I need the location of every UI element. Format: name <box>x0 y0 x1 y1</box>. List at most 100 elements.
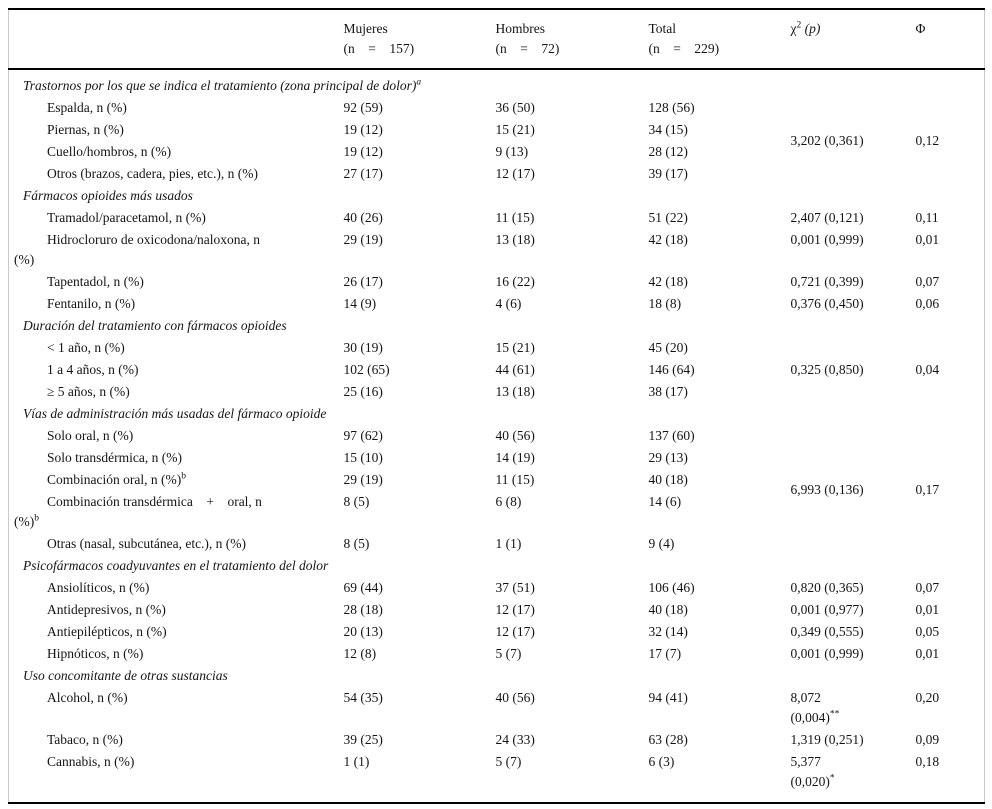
cell-mujeres: 54 (35) <box>343 690 383 705</box>
cell-mujeres: 19 (12) <box>343 144 383 159</box>
cell-chi-squared: 5,377 (0,020)* <box>791 751 916 803</box>
header-col-phi: Φ <box>915 9 985 70</box>
header-col-label: Mujeres <box>343 21 388 36</box>
cell-total: 29 (13) <box>648 450 688 465</box>
cell-mujeres: 92 (59) <box>343 100 383 115</box>
cell-mujeres: 8 (5) <box>343 494 370 509</box>
row-label: Fentanilo, n (%) <box>47 296 136 311</box>
section-title: Vías de administración más usadas del fá… <box>23 406 327 421</box>
cell-total: 28 (12) <box>648 144 688 159</box>
cell-hombres: 40 (56) <box>495 428 535 443</box>
cell-hombres: 5 (7) <box>495 754 522 769</box>
cell-phi: 0,12 <box>915 133 940 148</box>
table-row: Combinación oral, n (%)b 29 (19) 11 (15) 40… <box>9 469 985 491</box>
row-label: Cannabis, n (%) <box>47 754 135 769</box>
cell-total: 6 (3) <box>648 754 675 769</box>
cell-total: 32 (14) <box>648 624 688 639</box>
cell-phi: 0,01 <box>915 602 940 617</box>
cell-mujeres: 1 (1) <box>343 754 370 769</box>
cell-mujeres: 29 (19) <box>343 472 383 487</box>
header-col-chi-squared: χ2 (p) <box>790 9 916 70</box>
section-title-superscript: a <box>416 77 422 88</box>
table-row: Tramadol/paracetamol, n (%) 40 (26) 11 (15… <box>9 207 985 229</box>
table-row: Combinación transdérmica + oral, n (%)b 8 … <box>9 491 985 533</box>
cell-phi: 0,20 <box>915 690 940 705</box>
row-label: Otras (nasal, subcutánea, etc.), n (%) <box>47 536 247 551</box>
cell-hombres: 12 (17) <box>495 624 535 639</box>
cell-mujeres: 26 (17) <box>343 274 383 289</box>
cell-total: 18 (8) <box>648 296 682 311</box>
cell-total: 106 (46) <box>648 580 695 595</box>
section-row: Fármacos opioides más usados <box>9 185 985 207</box>
cell-total: 14 (6) <box>648 494 682 509</box>
cell-hombres: 13 (18) <box>495 384 535 399</box>
row-label: Antidepresivos, n (%) <box>47 602 166 617</box>
cell-total: 39 (17) <box>648 166 688 181</box>
row-label: Espalda, n (%) <box>47 100 127 115</box>
table-row: Solo transdérmica, n (%) 15 (10) 14 (19) 29… <box>9 447 985 469</box>
cell-hombres: 40 (56) <box>495 690 535 705</box>
cell-mujeres: 8 (5) <box>343 536 370 551</box>
table-row: Antiepilépticos, n (%) 20 (13) 12 (17) 32 (… <box>9 621 985 643</box>
cell-total: 51 (22) <box>648 210 688 225</box>
cell-mujeres: 14 (9) <box>343 296 377 311</box>
cell-mujeres: 27 (17) <box>343 166 383 181</box>
cell-mujeres: 39 (25) <box>343 732 383 747</box>
section-title: Trastornos por los que se indica el trat… <box>23 77 422 93</box>
cell-mujeres: 25 (16) <box>343 384 383 399</box>
cell-total: 45 (20) <box>648 340 688 355</box>
cell-mujeres: 20 (13) <box>343 624 383 639</box>
cell-hombres: 12 (17) <box>495 602 535 617</box>
header-col-total: Total (n = 229) <box>648 9 791 70</box>
table-row: Cannabis, n (%) 1 (1) 5 (7) 6 (3) 5,377 (0,02… <box>9 751 985 803</box>
cell-phi: 0,04 <box>915 362 940 377</box>
cell-mujeres: 40 (26) <box>343 210 383 225</box>
statistics-table: Mujeres (n = 157) Hombres (n = 72) Total… <box>8 8 985 804</box>
cell-total: 38 (17) <box>648 384 688 399</box>
cell-hombres: 44 (61) <box>495 362 535 377</box>
row-label: Alcohol, n (%) <box>47 690 128 705</box>
cell-hombres: 12 (17) <box>495 166 535 181</box>
cell-phi: 0,01 <box>915 232 940 247</box>
section-row: Duración del tratamiento con fármacos op… <box>9 315 985 337</box>
table-body: Trastornos por los que se indica el trat… <box>9 69 985 803</box>
cell-chi-squared: 0,376 (0,450) <box>790 296 864 311</box>
cell-chi-squared-wrap: (0,020)* <box>790 773 835 789</box>
cell-total: 63 (28) <box>648 732 688 747</box>
row-label: Combinación oral, n (%)b <box>47 471 186 487</box>
cell-hombres: 11 (15) <box>495 472 535 487</box>
table-row: Hidrocloruro de oxicodona/naloxona, n (%)… <box>9 229 985 271</box>
section-title: Duración del tratamiento con fármacos op… <box>23 318 287 333</box>
row-label: Combinación transdérmica + oral, n (%)b <box>9 491 344 533</box>
cell-hombres: 13 (18) <box>495 232 535 247</box>
header-corner <box>8 9 344 70</box>
cell-mujeres: 69 (44) <box>343 580 383 595</box>
section-row: Psicofármacos coadyuvantes en el tratami… <box>9 555 985 577</box>
row-label-superscript: b <box>181 471 186 482</box>
row-label: Piernas, n (%) <box>47 122 124 137</box>
row-label: Tramadol/paracetamol, n (%) <box>47 210 206 225</box>
row-label-wrap: (%)b <box>14 513 39 529</box>
table-row: Alcohol, n (%) 54 (35) 40 (56) 94 (41) 8,072… <box>9 687 985 729</box>
cell-hombres: 16 (22) <box>495 274 535 289</box>
header-col-hombres: Hombres (n = 72) <box>495 9 649 70</box>
cell-chi-squared: 3,202 (0,361) <box>790 133 864 148</box>
cell-hombres: 36 (50) <box>495 100 535 115</box>
table-row: Otros (brazos, cadera, pies, etc.), n (%… <box>9 163 985 185</box>
cell-total: 42 (18) <box>648 232 688 247</box>
table-row: 1 a 4 años, n (%) 102 (65) 44 (61) 146 (64) <box>9 359 985 381</box>
row-label: Ansiolíticos, n (%) <box>47 580 150 595</box>
cell-total: 94 (41) <box>648 690 688 705</box>
cell-phi: 0,06 <box>915 296 940 311</box>
cell-total: 146 (64) <box>648 362 695 377</box>
row-label: Solo oral, n (%) <box>47 428 134 443</box>
row-label: Tapentadol, n (%) <box>47 274 144 289</box>
table-row: Fentanilo, n (%) 14 (9) 4 (6) 18 (8) 0,376 (… <box>9 293 985 315</box>
cell-chi-squared-wrap: (0,004)** <box>790 709 840 725</box>
table-row: Espalda, n (%) 92 (59) 36 (50) 128 (56) 3,20… <box>9 97 985 148</box>
cell-phi: 0,09 <box>915 732 940 747</box>
cell-phi: 0,07 <box>915 580 940 595</box>
row-label: Antiepilépticos, n (%) <box>47 624 167 639</box>
header-col-n: (n = 72) <box>495 41 560 56</box>
